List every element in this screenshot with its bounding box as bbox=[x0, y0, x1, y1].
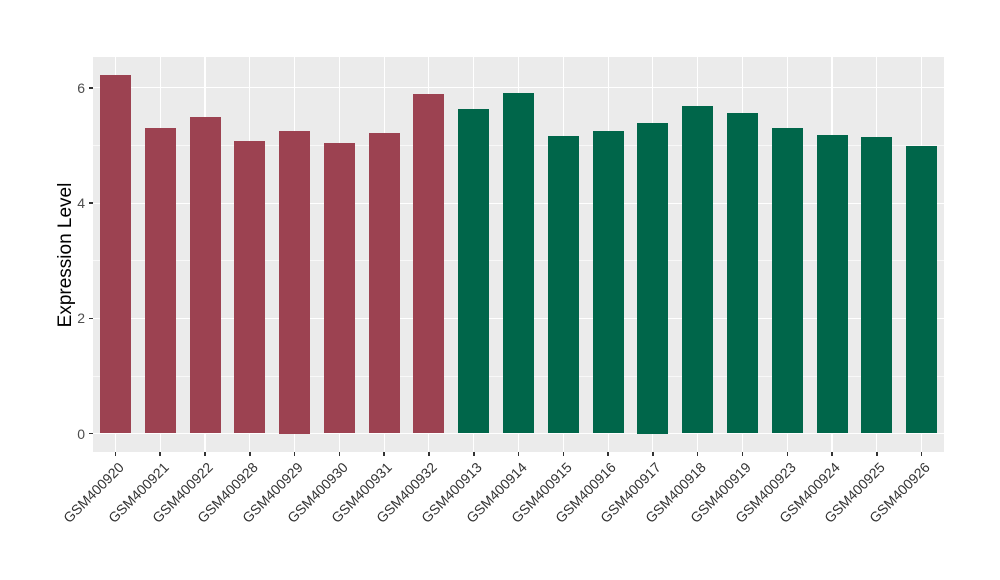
bar-GSM400930 bbox=[323, 142, 355, 434]
y-tick-mark bbox=[89, 202, 93, 204]
x-tick-mark bbox=[920, 452, 923, 456]
x-tick-mark bbox=[249, 452, 251, 456]
bar-GSM400917 bbox=[637, 122, 669, 434]
bar-GSM400920 bbox=[99, 75, 131, 434]
y-tick-label: 4 bbox=[77, 195, 85, 212]
bar-GSM400923 bbox=[771, 128, 803, 434]
bar-GSM400919 bbox=[726, 112, 758, 434]
bar-GSM400914 bbox=[503, 93, 534, 434]
y-tick-label: 2 bbox=[77, 310, 85, 327]
x-tick-mark bbox=[293, 452, 296, 456]
bar-GSM400925 bbox=[861, 136, 893, 434]
x-tick-mark bbox=[696, 452, 699, 456]
bar-GSM400929 bbox=[279, 130, 311, 434]
x-tick-mark bbox=[517, 452, 520, 456]
x-tick-mark bbox=[159, 452, 161, 456]
bar-GSM400916 bbox=[592, 131, 624, 434]
bar-GSM400924 bbox=[816, 134, 848, 434]
x-tick-mark bbox=[562, 452, 564, 456]
bar-GSM400931 bbox=[368, 133, 400, 434]
bar-GSM400928 bbox=[234, 140, 266, 434]
x-tick-mark bbox=[786, 452, 788, 456]
plot-panel bbox=[93, 57, 944, 452]
x-tick-mark bbox=[831, 452, 833, 456]
bar-GSM400922 bbox=[189, 116, 221, 434]
x-tick-mark bbox=[607, 452, 609, 456]
bar-GSM400926 bbox=[906, 146, 938, 434]
y-tick-label: 6 bbox=[77, 79, 85, 96]
y-tick-mark bbox=[89, 432, 93, 435]
bar-GSM400921 bbox=[144, 128, 176, 434]
bar-GSM400932 bbox=[413, 93, 445, 434]
x-tick-mark bbox=[741, 452, 744, 456]
x-tick-mark bbox=[428, 452, 430, 456]
gridline-horizontal-major bbox=[93, 87, 944, 89]
gridline-horizontal-major bbox=[93, 432, 944, 435]
x-tick-mark bbox=[383, 452, 385, 456]
bar-GSM400918 bbox=[682, 105, 714, 434]
bar-GSM400913 bbox=[458, 108, 490, 434]
y-tick-label: 0 bbox=[77, 425, 85, 442]
x-tick-mark bbox=[473, 452, 475, 456]
x-tick-mark bbox=[652, 452, 654, 456]
y-tick-mark bbox=[89, 317, 93, 320]
x-tick-mark bbox=[876, 452, 878, 456]
bar-GSM400915 bbox=[547, 136, 579, 434]
y-tick-mark bbox=[89, 87, 93, 89]
x-tick-mark bbox=[338, 452, 341, 456]
x-tick-mark bbox=[204, 452, 206, 456]
x-tick-mark bbox=[114, 452, 117, 456]
